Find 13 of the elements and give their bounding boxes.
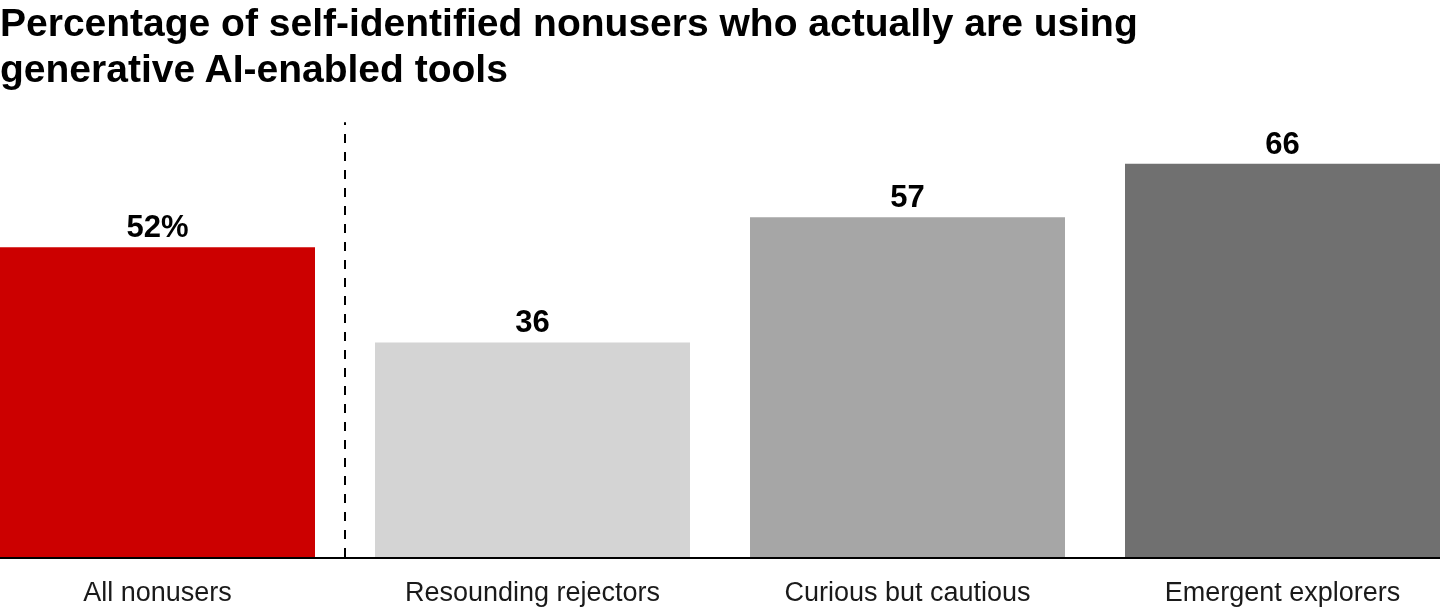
bar xyxy=(375,342,690,557)
chart-title: Percentage of self-identified nonusers who actually are using generative AI-enabled tools xyxy=(0,0,1139,92)
x-tick-label: Emergent explorers xyxy=(1164,577,1401,608)
data-label: 52% xyxy=(126,209,189,245)
data-label: 66 xyxy=(1265,125,1300,161)
bar xyxy=(1125,163,1440,557)
data-label: 57 xyxy=(890,179,925,215)
x-tick-label: Resounding rejectors xyxy=(404,577,661,608)
bar xyxy=(750,217,1065,557)
x-tick-label: All nonusers xyxy=(83,577,232,608)
bar xyxy=(0,247,315,557)
data-label: 36 xyxy=(515,304,550,340)
x-tick-label: Curious but cautious xyxy=(784,577,1031,608)
